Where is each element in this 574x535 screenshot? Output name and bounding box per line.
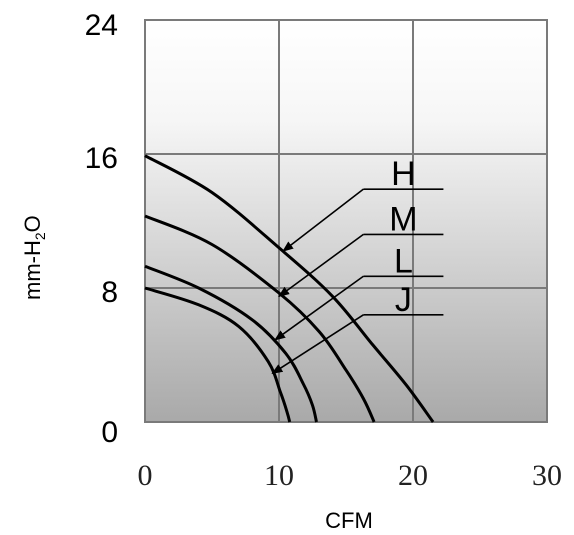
- curve-h: [144, 154, 435, 423]
- y-tick-label: 24: [85, 9, 118, 42]
- series-label-m: M: [389, 200, 417, 238]
- x-tick-labels: 0 10 20 30: [138, 459, 563, 492]
- y-axis-label: mm-H2O: [20, 215, 48, 300]
- leader-arrow-h: [282, 188, 364, 252]
- leader-arrow-l: [274, 275, 364, 341]
- plot-area: [144, 19, 548, 423]
- leader-arrow-j: [271, 314, 364, 375]
- x-tick-label: 10: [264, 459, 294, 492]
- series-label-j: J: [395, 281, 412, 319]
- x-tick-label: 20: [398, 459, 428, 492]
- series-label-l: L: [394, 242, 413, 280]
- x-tick-label: 0: [138, 459, 153, 492]
- curve-j: [144, 286, 292, 423]
- y-tick-labels: 24 16 8 0: [85, 9, 118, 449]
- y-tick-label: 0: [101, 416, 118, 449]
- y-axis-label-end: O: [20, 215, 45, 232]
- y-tick-label: 8: [101, 276, 118, 309]
- y-axis-label-subscript: 2: [32, 232, 48, 240]
- label-leaders-layer: [271, 188, 444, 375]
- y-axis-label-main: mm-H: [20, 240, 45, 300]
- leader-arrow-m: [278, 233, 364, 298]
- y-tick-label: 16: [85, 142, 118, 175]
- curves-layer: [144, 154, 435, 423]
- series-label-h: H: [391, 155, 416, 193]
- x-tick-label: 30: [532, 459, 562, 492]
- curve-l: [144, 264, 318, 423]
- x-axis-label: CFM: [325, 508, 373, 533]
- curve-m: [144, 214, 376, 423]
